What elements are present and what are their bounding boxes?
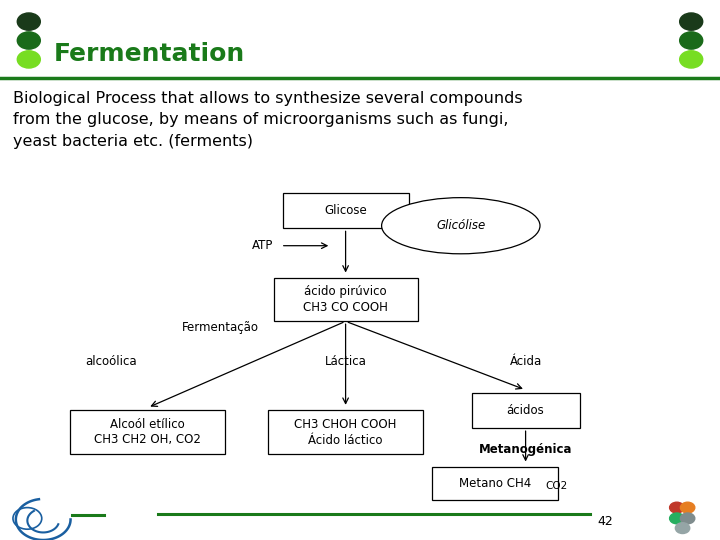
Text: ATP: ATP: [252, 239, 274, 252]
Circle shape: [670, 502, 684, 513]
Circle shape: [680, 513, 695, 524]
Circle shape: [17, 51, 40, 68]
Circle shape: [680, 32, 703, 49]
Text: Fermentation: Fermentation: [54, 42, 246, 66]
Circle shape: [680, 51, 703, 68]
Text: ácido pirúvico
CH3 CO COOH: ácido pirúvico CH3 CO COOH: [303, 285, 388, 314]
Text: Metanogénica: Metanogénica: [479, 443, 572, 456]
Text: Glicose: Glicose: [324, 204, 367, 217]
Ellipse shape: [382, 198, 540, 254]
FancyBboxPatch shape: [282, 193, 408, 228]
FancyBboxPatch shape: [274, 278, 418, 321]
Circle shape: [680, 502, 695, 513]
Text: ácidos: ácidos: [507, 404, 544, 417]
Text: Ácida: Ácida: [510, 355, 541, 368]
Circle shape: [670, 513, 684, 524]
Circle shape: [17, 32, 40, 49]
Text: Láctica: Láctica: [325, 355, 366, 368]
Text: alcoólica: alcoólica: [85, 355, 137, 368]
Circle shape: [17, 13, 40, 30]
Text: Fermentação: Fermentação: [182, 321, 259, 334]
Text: CH3 CHOH COOH
Ácido láctico: CH3 CHOH COOH Ácido láctico: [294, 417, 397, 447]
Text: 42: 42: [597, 515, 613, 528]
Text: CO2: CO2: [545, 481, 567, 491]
Text: Biological Process that allows to synthesize several compounds
from the glucose,: Biological Process that allows to synthe…: [13, 91, 523, 149]
FancyBboxPatch shape: [70, 410, 225, 454]
Text: Alcoól etílico
CH3 CH2 OH, CO2: Alcoól etílico CH3 CH2 OH, CO2: [94, 417, 201, 447]
Circle shape: [675, 523, 690, 534]
FancyBboxPatch shape: [432, 467, 558, 500]
Text: Glicólise: Glicólise: [436, 219, 485, 232]
FancyBboxPatch shape: [472, 393, 580, 428]
Circle shape: [680, 13, 703, 30]
Text: Metano CH4: Metano CH4: [459, 477, 531, 490]
FancyBboxPatch shape: [268, 410, 423, 454]
